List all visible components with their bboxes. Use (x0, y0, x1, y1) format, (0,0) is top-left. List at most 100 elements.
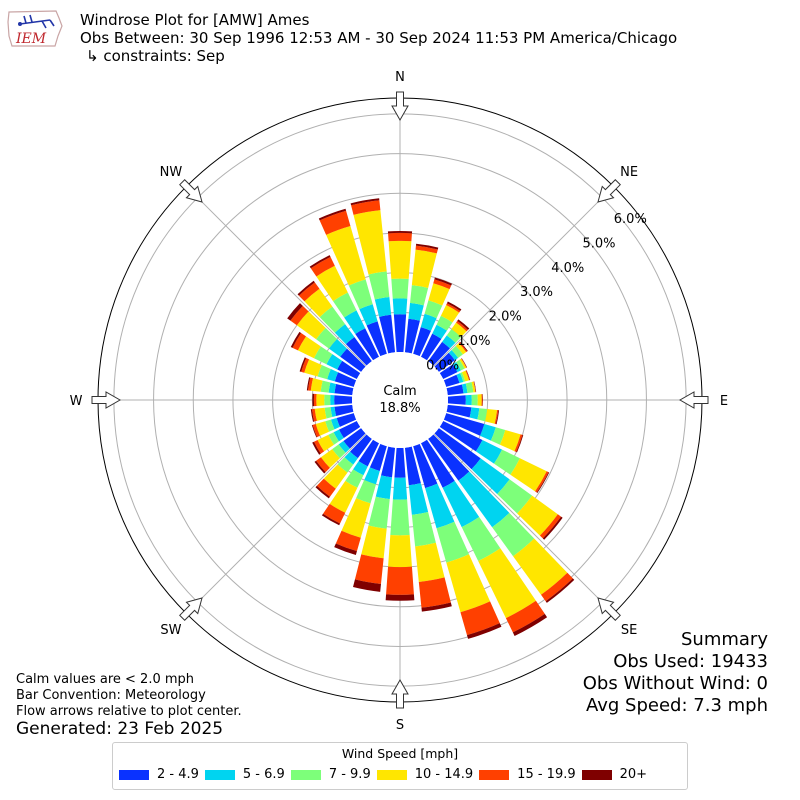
bar-dir-310-bin-2 (316, 327, 338, 349)
bar-dir-220-bin-3 (323, 464, 348, 489)
bar-dir-250-bin-1 (330, 418, 340, 430)
bar-dir-330-bin-3 (316, 265, 348, 302)
bar-dir-160-bin-4 (460, 601, 500, 636)
bar-dir-20-bin-4 (433, 279, 452, 290)
bar-dir-100-bin-0 (446, 404, 472, 418)
bar-dir-170-bin-4 (418, 577, 451, 608)
legend-items: 2 - 4.9 5 - 6.9 7 - 9.9 10 - 14.9 15 - 19.9 2… (113, 767, 647, 782)
bar-dir-130-bin-2 (497, 479, 533, 514)
radial-tick-label: 5.0% (582, 236, 615, 251)
bar-dir-90-bin-5 (482, 394, 483, 406)
bar-dir-350-bin-4 (351, 200, 381, 215)
summary-obs-used: Obs Used: 19433 (613, 651, 768, 672)
bar-dir-100-bin-4 (494, 410, 499, 425)
bar-dir-80-bin-1 (461, 383, 468, 394)
radial-tick-label: 6.0% (614, 212, 647, 227)
bar-dir-180-bin-1 (392, 477, 408, 500)
legend-label: 7 - 9.9 (328, 767, 371, 782)
logo-text: IEM (15, 31, 47, 47)
iem-logo: IEM (7, 10, 63, 47)
bar-dir-300-bin-3 (297, 336, 321, 359)
bar-dir-80-bin-0 (446, 384, 464, 396)
radial-tick-label: 2.0% (489, 310, 522, 325)
bar-dir-130-bin-4 (539, 514, 562, 539)
bar-dir-180-bin-2 (390, 499, 410, 536)
bar-dir-210-bin-2 (345, 469, 364, 488)
iowa-outline-icon (7, 10, 63, 47)
legend-item: 10 - 14.9 (371, 767, 473, 782)
bar-dir-170-bin-0 (404, 446, 421, 486)
bar-dir-60-bin-2 (456, 359, 465, 371)
bar-dir-260-bin-5 (310, 409, 315, 422)
bar-dir-200-bin-2 (356, 480, 376, 504)
legend-title: Wind Speed [mph] (341, 746, 459, 761)
bar-dir-220-bin-1 (344, 451, 358, 465)
wind-barb-icon (19, 14, 55, 29)
bar-dir-90-bin-2 (471, 394, 478, 406)
bar-dir-240-bin-4 (313, 440, 325, 454)
bar-dir-40-bin-5 (457, 319, 470, 330)
bar-dir-330-bin-0 (355, 328, 380, 361)
bar-dir-340-bin-5 (318, 208, 347, 221)
bar-dir-250-bin-3 (315, 421, 330, 436)
bar-dir-180-bin-3 (388, 534, 412, 568)
bar-dir-90-bin-1 (465, 394, 472, 406)
grid-spoke-sw (186, 433, 367, 614)
bar-dir-10-bin-1 (408, 302, 424, 321)
compass-label-e: E (720, 394, 728, 409)
bar-dir-70-bin-0 (443, 374, 460, 387)
bar-dir-240-bin-5 (312, 441, 321, 455)
bar-dir-30-bin-3 (440, 305, 460, 323)
bar-dir-200-bin-3 (341, 498, 371, 538)
bar-dir-30-bin-4 (446, 303, 461, 313)
bar-dir-160-bin-0 (413, 443, 438, 489)
bar-dir-210-bin-4 (323, 503, 346, 524)
bar-dir-110-bin-0 (443, 413, 485, 436)
bar-dir-60-bin-5 (461, 358, 468, 368)
bar-dir-260-bin-2 (324, 407, 333, 419)
bar-dir-20-bin-1 (420, 313, 437, 331)
bar-dir-190-bin-4 (354, 554, 384, 584)
bar-dir-340-bin-4 (319, 210, 351, 235)
legend-label: 5 - 6.9 (242, 767, 285, 782)
bar-dir-280-bin-4 (308, 377, 314, 391)
compass-label-w: W (70, 394, 83, 409)
bar-dir-290-bin-3 (304, 359, 322, 377)
bar-dir-130-bin-3 (517, 495, 558, 536)
bar-dir-290-bin-4 (301, 358, 310, 373)
bar-convention-note: Bar Convention: Meteorology (16, 688, 206, 703)
bar-dir-330-bin-1 (344, 310, 366, 334)
bar-dir-330-bin-2 (333, 292, 357, 318)
bar-dir-190-bin-3 (361, 525, 387, 559)
bar-dir-200-bin-5 (334, 543, 357, 555)
compass-label-n: N (395, 70, 405, 85)
compass-label-se: SE (621, 623, 637, 638)
bar-dir-120-bin-1 (475, 440, 503, 464)
compass-label-ne: NE (620, 165, 638, 180)
bar-dir-20-bin-0 (413, 327, 431, 357)
bar-dir-140-bin-2 (492, 512, 535, 557)
bar-dir-150-bin-1 (442, 480, 480, 528)
bar-dir-290-bin-2 (317, 365, 331, 380)
bar-dir-190-bin-1 (375, 475, 393, 500)
radial-tick-label: 0.0% (426, 359, 459, 374)
bar-dir-170-bin-3 (415, 542, 445, 582)
bar-dir-90-bin-0 (447, 395, 466, 405)
bar-dir-280-bin-3 (310, 378, 323, 392)
bar-dir-270-bin-4 (313, 393, 317, 407)
bar-dir-280-bin-0 (334, 383, 354, 396)
bar-dir-20-bin-2 (424, 300, 443, 319)
bar-dir-210-bin-5 (321, 513, 341, 526)
bar-dir-230-bin-1 (338, 440, 350, 453)
bar-dir-70-bin-2 (460, 372, 466, 382)
bar-dir-130-bin-1 (471, 458, 510, 495)
bar-dir-30-bin-1 (432, 324, 447, 339)
bar-dir-40-bin-0 (428, 341, 450, 366)
bar-dir-100-bin-1 (469, 407, 480, 420)
bar-dir-240-bin-2 (328, 432, 339, 445)
bar-dir-130-bin-0 (434, 428, 481, 470)
bar-dir-340-bin-3 (326, 225, 366, 286)
bar-dir-270-bin-2 (324, 394, 331, 406)
summary-obs-without-wind: Obs Without Wind: 0 (582, 673, 768, 694)
bar-dir-160-bin-1 (425, 483, 455, 529)
